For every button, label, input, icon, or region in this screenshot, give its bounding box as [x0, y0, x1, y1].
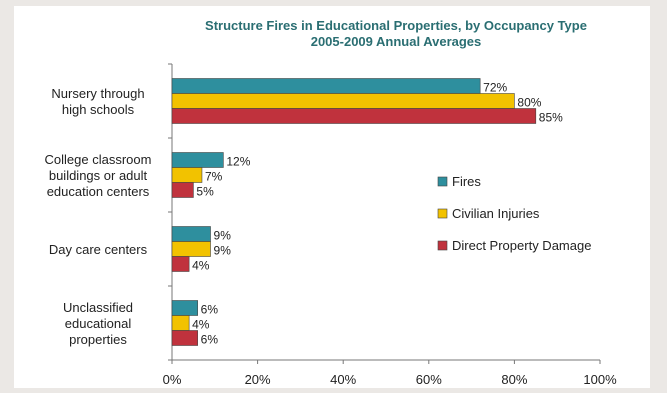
- bar: [171, 226, 211, 242]
- category-label: Unclassified: [63, 300, 133, 315]
- data-label: 5%: [196, 185, 214, 199]
- data-label: 80%: [517, 96, 541, 110]
- category-label: Day care centers: [49, 242, 148, 257]
- x-tick-label: 20%: [245, 372, 271, 387]
- x-tick-label: 0%: [163, 372, 182, 387]
- bar: [171, 167, 203, 183]
- x-tick-label: 60%: [416, 372, 442, 387]
- category-label: educational: [65, 316, 132, 331]
- chart-panel: [14, 6, 650, 388]
- bar: [171, 152, 224, 168]
- category-label: Nursery through: [51, 86, 144, 101]
- chart-subtitle: 2005-2009 Annual Averages: [311, 34, 482, 49]
- legend-swatch: [437, 208, 448, 219]
- data-label: 6%: [201, 303, 219, 317]
- data-label: 4%: [192, 318, 210, 332]
- bar: [171, 241, 211, 257]
- data-label: 7%: [205, 170, 223, 184]
- chart-legend: Fires Civilian Injuries Direct Property Da…: [437, 174, 591, 253]
- category-label: education centers: [47, 184, 150, 199]
- bar: [171, 182, 194, 198]
- x-tick-label: 100%: [583, 372, 617, 387]
- data-label: 85%: [539, 111, 563, 125]
- bar: [171, 93, 515, 109]
- category-label: College classroom: [45, 152, 152, 167]
- category-label: properties: [69, 332, 127, 347]
- bar: [171, 330, 198, 346]
- category-label: buildings or adult: [49, 168, 148, 183]
- bars-group: 72%80%85%12%7%5%9%9%4%6%4%6%: [171, 78, 563, 347]
- data-label: 9%: [214, 244, 232, 258]
- legend-label: Direct Property Damage: [452, 238, 591, 253]
- bar: [171, 300, 198, 316]
- data-label: 9%: [214, 229, 232, 243]
- data-label: 4%: [192, 259, 210, 273]
- legend-swatch: [437, 240, 448, 251]
- category-label: high schools: [62, 102, 135, 117]
- legend-label: Civilian Injuries: [452, 206, 540, 221]
- chart-title: Structure Fires in Educational Propertie…: [205, 18, 587, 33]
- bar: [171, 256, 190, 272]
- x-tick-label: 80%: [501, 372, 527, 387]
- legend-swatch: [437, 176, 448, 187]
- data-label: 72%: [483, 81, 507, 95]
- x-tick-label: 40%: [330, 372, 356, 387]
- bar: [171, 315, 190, 331]
- bar: [171, 78, 481, 94]
- data-label: 12%: [226, 155, 250, 169]
- legend-label: Fires: [452, 174, 481, 189]
- data-label: 6%: [201, 333, 219, 347]
- bar: [171, 108, 537, 124]
